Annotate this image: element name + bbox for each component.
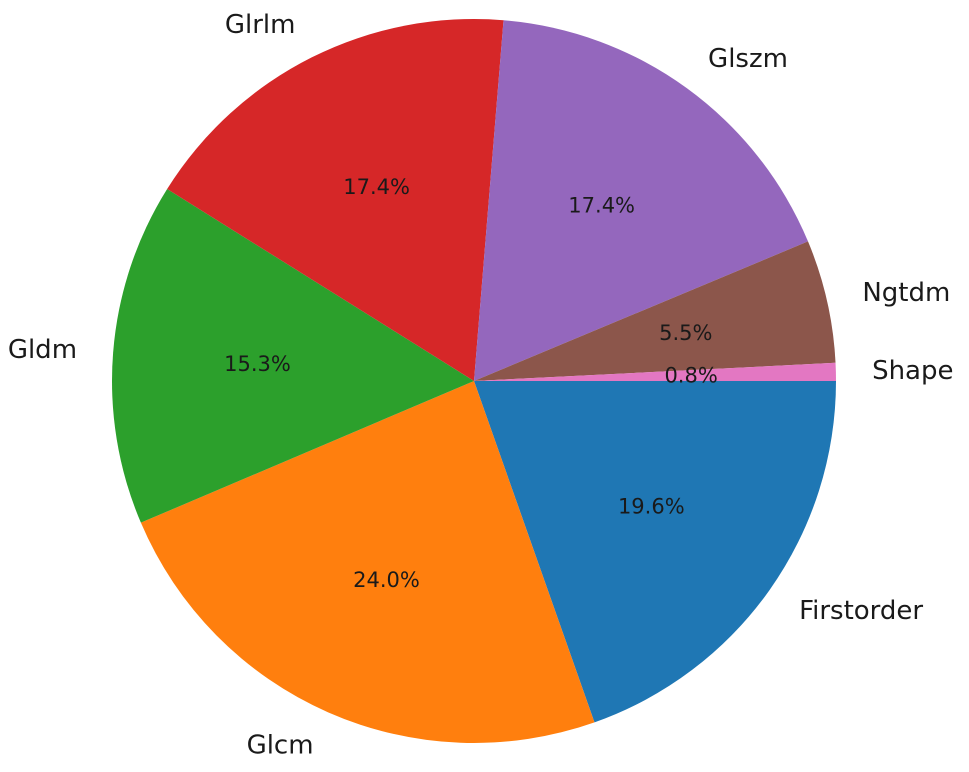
pie-slice-firstorder (474, 381, 836, 723)
category-label-firstorder: Firstorder (799, 596, 923, 626)
category-label-ngtdm: Ngtdm (862, 278, 950, 308)
category-label-shape: Shape (872, 356, 953, 386)
pct-label-ngtdm: 5.5% (659, 321, 712, 345)
pct-label-firstorder: 19.6% (618, 494, 685, 518)
pie-slice-gldm (112, 188, 474, 523)
pie-slice-glszm (474, 20, 809, 381)
pie-slice-ngtdm (474, 241, 836, 381)
pie-slice-glrlm (167, 18, 504, 381)
pct-label-glszm: 17.4% (568, 193, 635, 217)
pct-label-shape: 0.8% (664, 364, 717, 388)
pie-slice-shape (474, 362, 836, 381)
pie-wedges (112, 18, 836, 743)
category-labels: Firstorder Glcm Gldm Glrlm Glszm Ngtdm Shape (8, 10, 954, 760)
category-label-glrlm: Glrlm (225, 10, 296, 40)
category-label-glszm: Glszm (708, 44, 788, 74)
category-label-gldm: Gldm (8, 335, 77, 365)
pct-label-glcm: 24.0% (353, 568, 420, 592)
pie-slice-glcm (140, 381, 595, 743)
pct-label-gldm: 15.3% (224, 352, 291, 376)
percentage-labels: 19.6% 24.0% 15.3% 17.4% 17.4% 5.5% 0.8% (224, 175, 718, 592)
category-label-glcm: Glcm (247, 730, 314, 760)
pct-label-glrlm: 17.4% (343, 175, 410, 199)
